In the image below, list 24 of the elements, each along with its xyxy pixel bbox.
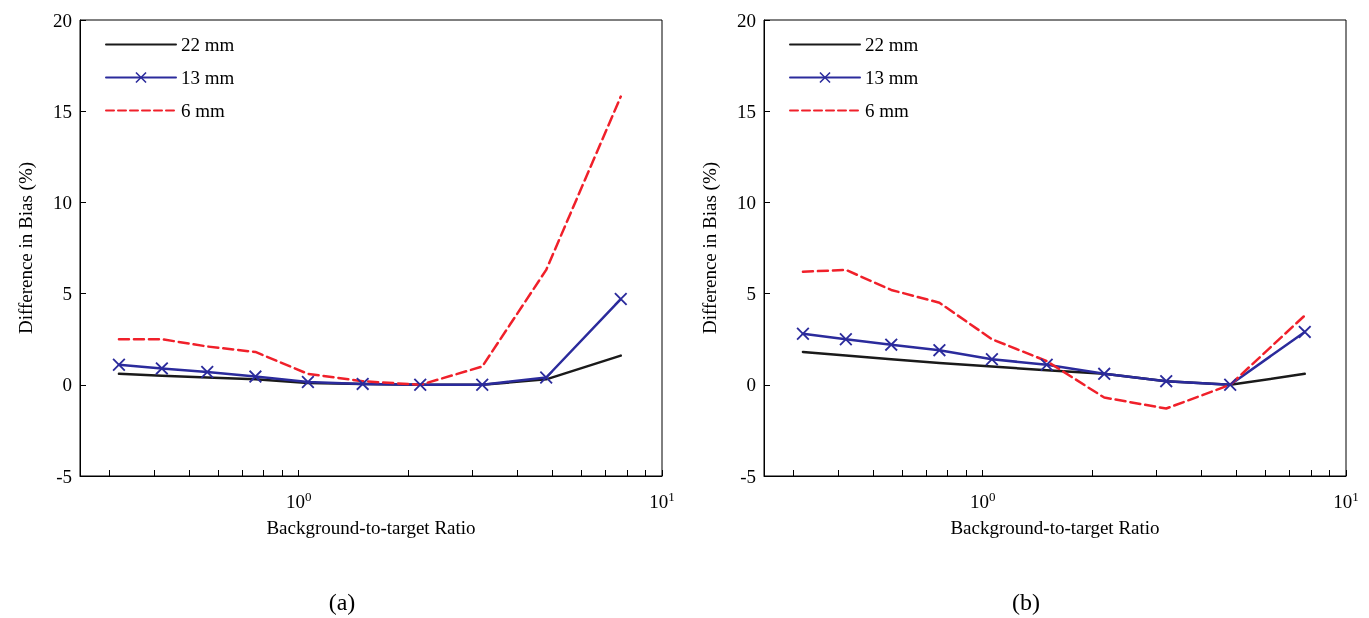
legend-label: 6 mm bbox=[181, 100, 226, 121]
y-tick-label: 5 bbox=[62, 283, 72, 305]
legend-label: 6 mm bbox=[865, 100, 910, 121]
text: (b) bbox=[1012, 589, 1040, 615]
text: (a) bbox=[328, 589, 356, 615]
y-tick-label: 0 bbox=[746, 374, 756, 396]
y-tick-label: -5 bbox=[740, 465, 756, 487]
y-tick-label: 10 bbox=[53, 191, 72, 213]
x-axis-title: Background-to-target Ratio bbox=[266, 517, 476, 538]
y-tick-label: 20 bbox=[53, 9, 72, 31]
y-tick-label: 5 bbox=[746, 283, 756, 305]
legend-label: 22 mm bbox=[181, 34, 235, 55]
y-tick-label: 15 bbox=[737, 100, 756, 122]
y-tick-label: 15 bbox=[53, 100, 72, 122]
x-axis-title: Background-to-target Ratio bbox=[950, 517, 1160, 538]
legend-label: 22 mm bbox=[865, 34, 919, 55]
y-tick-label: 20 bbox=[737, 9, 756, 31]
y-tick-label: 0 bbox=[62, 374, 72, 396]
legend-label: 13 mm bbox=[181, 67, 235, 88]
y-tick-label: 10 bbox=[737, 191, 756, 213]
y-axis-title: Difference in Bias (%) bbox=[699, 161, 721, 335]
y-axis-title: Difference in Bias (%) bbox=[15, 161, 37, 335]
legend-label: 13 mm bbox=[865, 67, 919, 88]
y-tick-label: -5 bbox=[56, 465, 72, 487]
